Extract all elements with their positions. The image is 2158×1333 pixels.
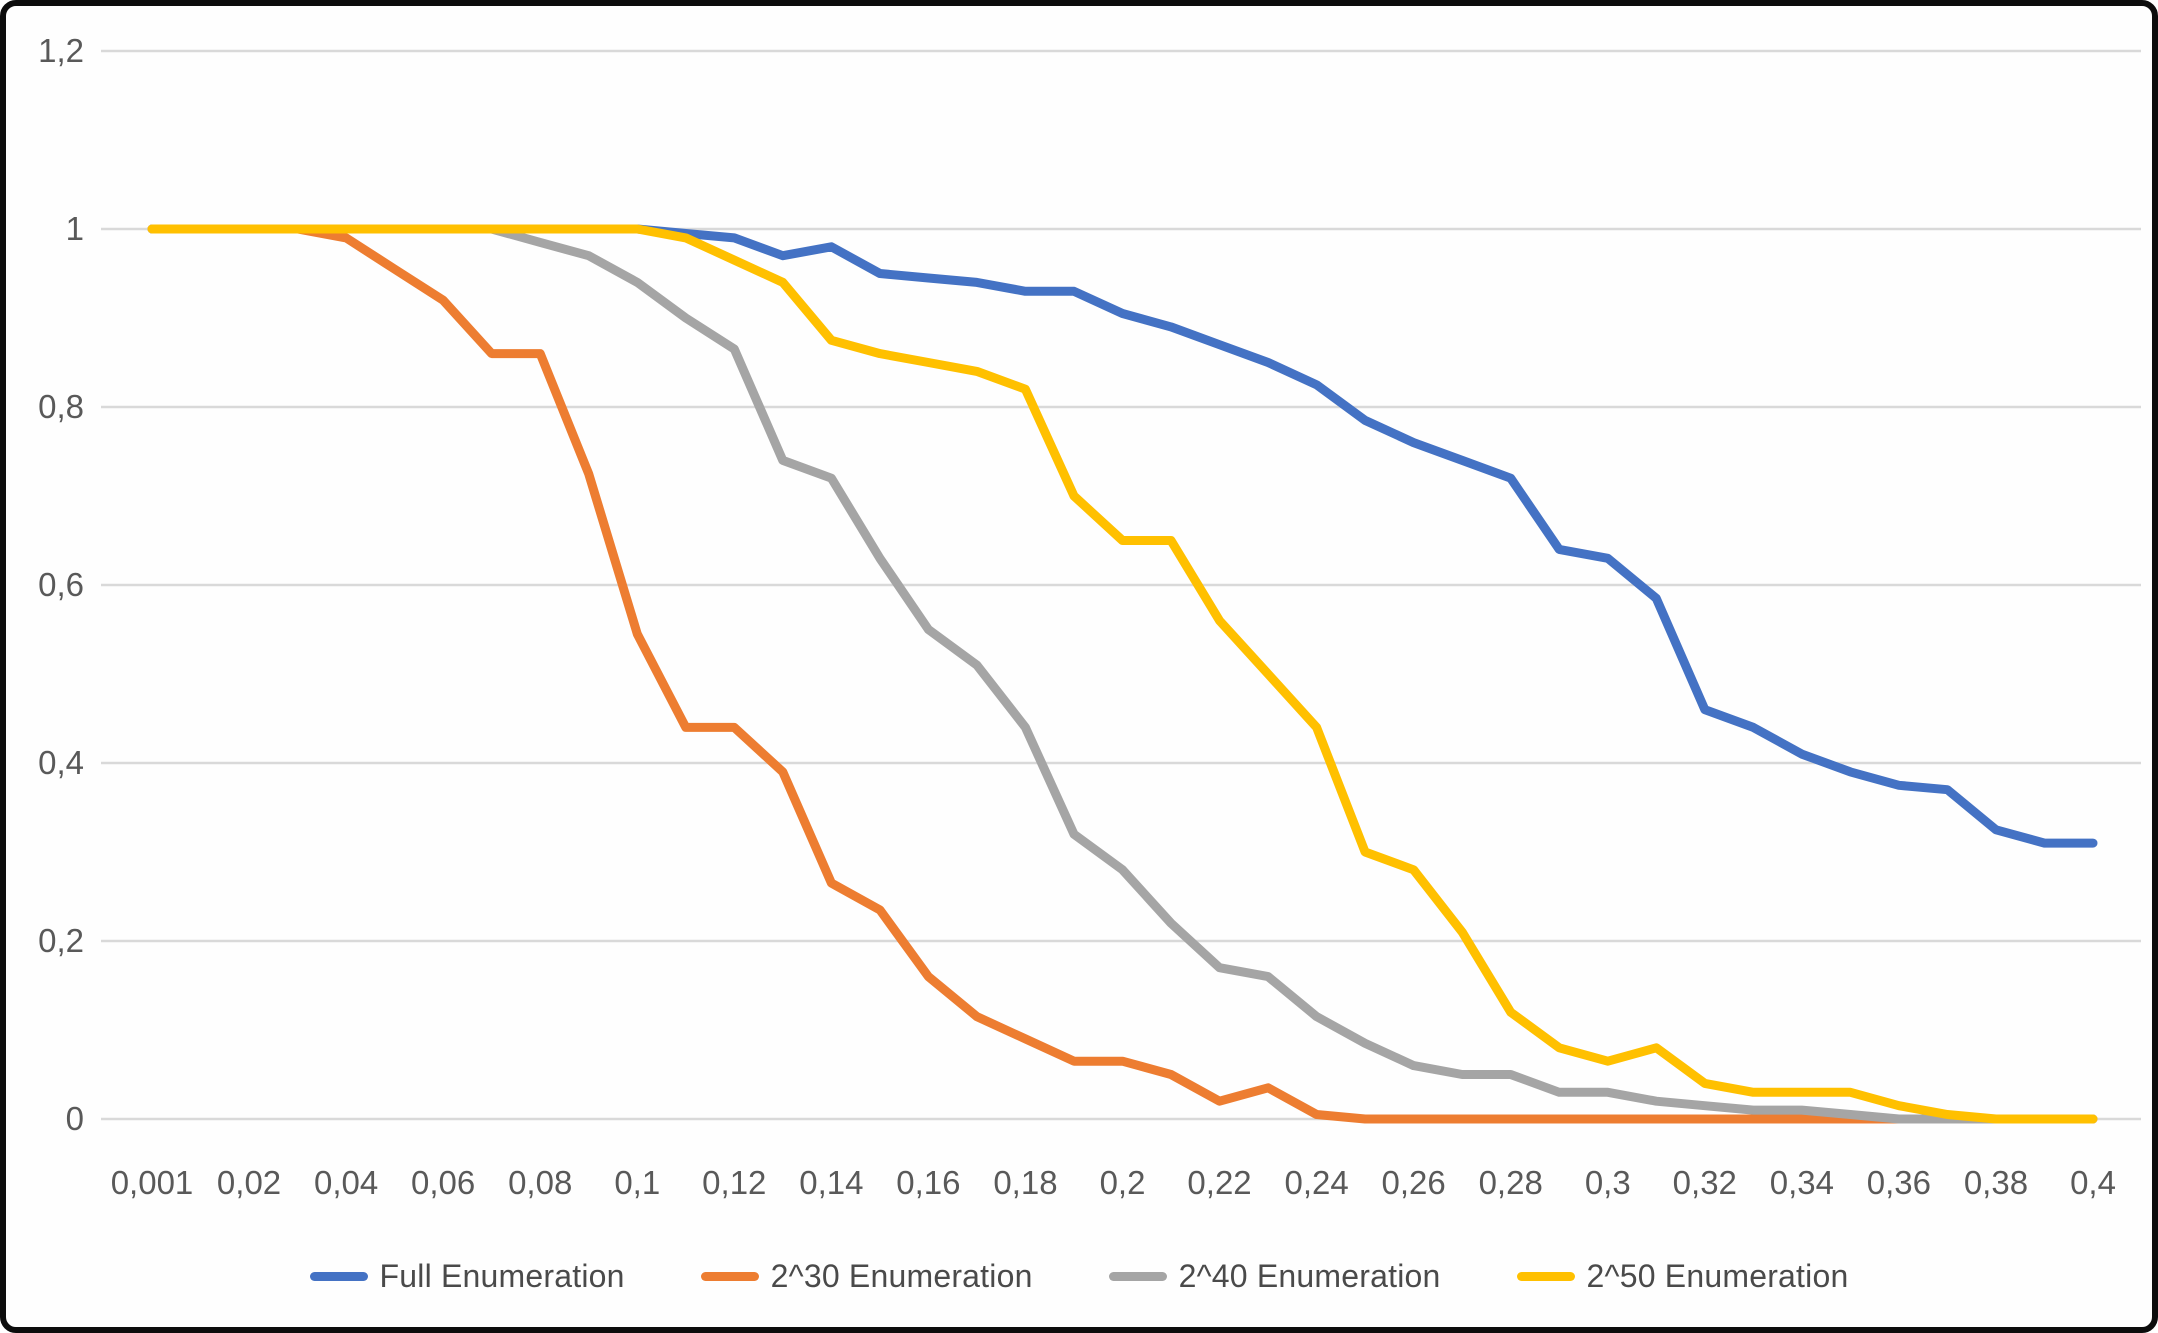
x-tick-label: 0,02: [217, 1164, 281, 1201]
x-tick-label: 0,06: [411, 1164, 475, 1201]
legend-label: 2^40 Enumeration: [1178, 1258, 1441, 1294]
y-tick-label: 0: [66, 1100, 84, 1137]
x-tick-label: 0,1: [614, 1164, 660, 1201]
x-tick-label: 0,28: [1479, 1164, 1543, 1201]
legend-item-2-50-enumeration: 2^50 Enumeration: [1516, 1258, 1849, 1295]
y-tick-label: 0,6: [38, 566, 84, 603]
series-line-2-40-enumeration: [147, 224, 2098, 1124]
x-tick-label: 0,001: [111, 1164, 194, 1201]
x-tick-label: 0,18: [993, 1164, 1057, 1201]
x-tick-label: 0,24: [1284, 1164, 1348, 1201]
x-tick-label: 0,16: [896, 1164, 960, 1201]
y-tick-label: 0,4: [38, 744, 84, 781]
legend-swatch-icon: [1516, 1272, 1575, 1281]
x-tick-label: 0,3: [1585, 1164, 1631, 1201]
y-tick-label: 0,2: [38, 922, 84, 959]
x-tick-label: 0,12: [702, 1164, 766, 1201]
legend-item-2-30-enumeration: 2^30 Enumeration: [700, 1258, 1033, 1295]
y-tick-label: 0,8: [38, 388, 84, 425]
x-tick-label: 0,08: [508, 1164, 572, 1201]
x-tick-label: 0,34: [1770, 1164, 1834, 1201]
x-tick-label: 0,2: [1100, 1164, 1146, 1201]
legend-item-2-40-enumeration: 2^40 Enumeration: [1108, 1258, 1441, 1295]
x-tick-label: 0,32: [1673, 1164, 1737, 1201]
x-tick-label: 0,22: [1187, 1164, 1251, 1201]
legend-item-full-enumeration: Full Enumeration: [309, 1258, 625, 1295]
legend-label: 2^30 Enumeration: [770, 1258, 1033, 1294]
legend-swatch-icon: [309, 1272, 368, 1281]
x-tick-label: 0,38: [1964, 1164, 2028, 1201]
series-line-2-30-enumeration: [147, 224, 2098, 1124]
x-tick-label: 0,36: [1867, 1164, 1931, 1201]
x-tick-label: 0,14: [799, 1164, 863, 1201]
x-tick-label: 0,4: [2070, 1164, 2116, 1201]
legend-swatch-icon: [700, 1272, 759, 1281]
line-chart: 1,2 1 0,8 0,6 0,4 0,2 0 0,001 0,02 0,04 0,06 0,08 0,…: [6, 6, 2152, 1327]
legend-label: 2^50 Enumeration: [1586, 1258, 1849, 1294]
x-tick-label: 0,04: [314, 1164, 378, 1201]
series-line-2-50-enumeration: [147, 224, 2098, 1124]
legend-label: Full Enumeration: [379, 1258, 625, 1294]
y-tick-label: 1,2: [38, 32, 84, 69]
plot-area: 1,2 1 0,8 0,6 0,4 0,2 0 0,001 0,02 0,04 0,06 0,08 0,…: [38, 32, 2141, 1201]
legend-swatch-icon: [1108, 1272, 1167, 1281]
x-tick-label: 0,26: [1382, 1164, 1446, 1201]
y-tick-label: 1: [66, 210, 84, 247]
legend: Full Enumeration 2^30 Enumeration 2^40 E…: [6, 1258, 2152, 1295]
